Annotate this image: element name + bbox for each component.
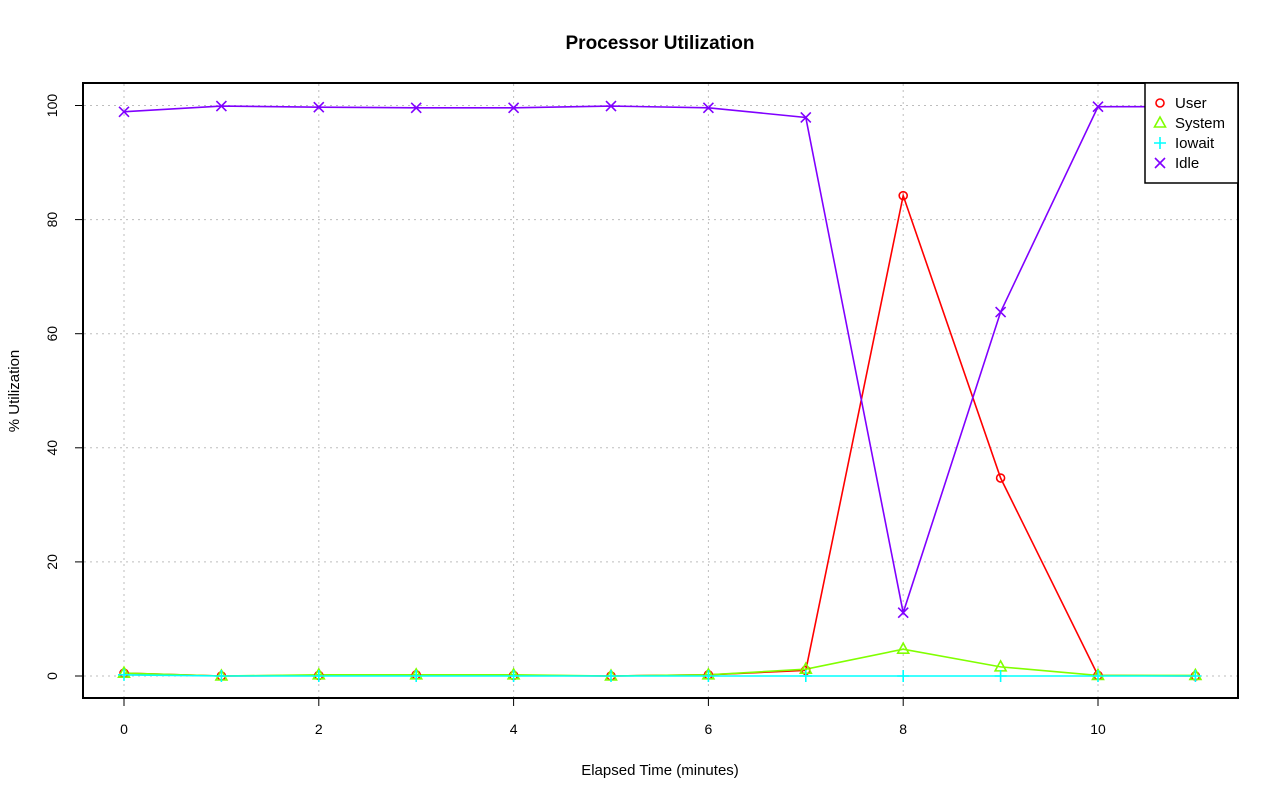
point-user <box>995 473 1006 483</box>
point-idle <box>118 106 130 118</box>
series-line-iowait <box>123 674 1196 677</box>
point-user <box>898 190 909 201</box>
legend-marker-user <box>1155 98 1165 108</box>
x-tick-label: 4 <box>510 721 518 737</box>
point-iowait <box>118 668 130 681</box>
series-line-user <box>123 192 1196 677</box>
x-tick-label: 6 <box>705 721 713 737</box>
x-axis: 0 2 4 6 8 10 <box>120 698 1106 737</box>
point-idle <box>215 100 227 112</box>
y-tick-label: 100 <box>44 94 60 118</box>
y-tick-label: 60 <box>44 326 60 342</box>
legend-label-system: System <box>1175 115 1225 132</box>
point-idle <box>605 100 617 112</box>
series-lines <box>123 105 1196 677</box>
legend-label-user: User <box>1175 95 1207 112</box>
x-tick-label: 8 <box>899 721 907 737</box>
plot-frame <box>82 82 1239 699</box>
y-tick-label: 0 <box>44 672 60 680</box>
point-idle <box>800 111 812 124</box>
series-line-system <box>123 648 1196 677</box>
legend-label-iowait: Iowait <box>1175 135 1215 152</box>
point-system <box>896 641 911 654</box>
legend: User System Iowait Idle <box>1144 82 1239 184</box>
chart-title: Processor Utilization <box>566 33 755 54</box>
point-idle <box>410 102 422 114</box>
point-iowait <box>215 670 228 682</box>
point-iowait <box>1092 670 1104 682</box>
point-idle <box>897 607 909 619</box>
point-iowait <box>312 670 325 682</box>
point-idle <box>995 306 1007 318</box>
legend-marker-system <box>1153 115 1167 128</box>
point-iowait <box>605 670 617 682</box>
point-iowait <box>1189 670 1202 682</box>
legend-marker-iowait <box>1154 137 1166 149</box>
point-iowait <box>507 670 520 682</box>
point-iowait <box>897 670 910 682</box>
point-iowait <box>799 670 812 682</box>
point-iowait <box>994 670 1007 682</box>
point-idle <box>1092 101 1104 113</box>
y-tick-label: 20 <box>44 554 60 570</box>
point-iowait <box>702 670 715 682</box>
legend-marker-idle <box>1154 157 1166 169</box>
y-tick-label: 40 <box>44 440 60 456</box>
y-axis-label: % Utilization <box>6 350 23 433</box>
x-axis-label: Elapsed Time (minutes) <box>581 762 739 779</box>
series-markers <box>117 100 1203 682</box>
point-idle <box>702 102 714 114</box>
x-tick-label: 2 <box>315 721 323 737</box>
point-iowait <box>410 670 423 682</box>
x-tick-label: 0 <box>120 721 128 737</box>
y-tick-label: 80 <box>44 212 60 228</box>
legend-label-idle: Idle <box>1175 155 1199 172</box>
point-idle <box>313 101 325 113</box>
point-idle <box>508 102 520 114</box>
series-line-idle <box>123 105 1196 616</box>
y-axis: 0 20 40 60 80 100 <box>44 94 83 680</box>
x-tick-label: 10 <box>1090 721 1106 737</box>
